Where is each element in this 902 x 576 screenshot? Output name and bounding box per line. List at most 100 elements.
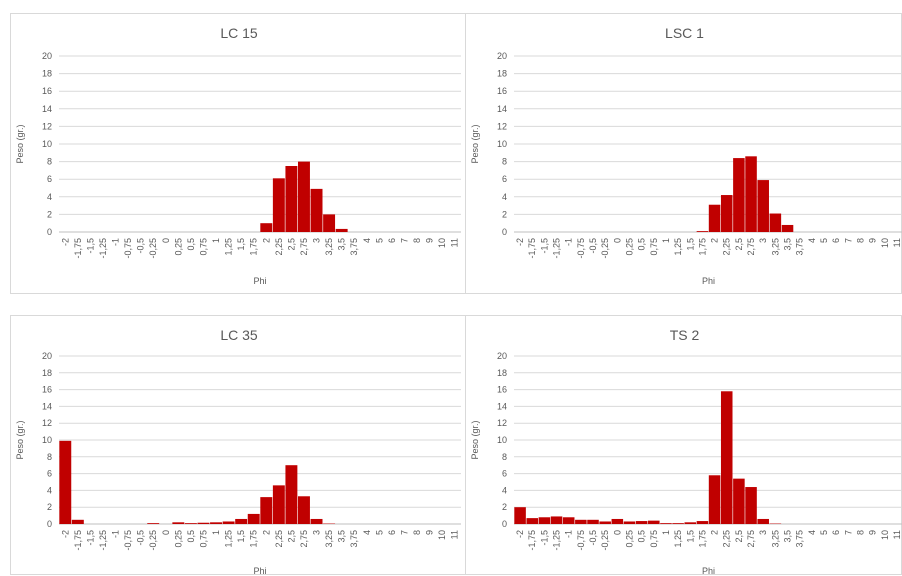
x-tick-label-lc35-2: -1,5 [85,530,95,546]
x-tick-label-lc15-15: 1,75 [249,238,259,256]
x-tick-label-ts2-14: 1,5 [685,530,695,543]
y-axis-label-lc15: Peso (gr.) [15,124,25,163]
bar-lsc1-16 [709,205,721,232]
x-tick-label-ts2-5: -0,75 [576,530,586,551]
bar-ts2-5 [575,520,587,524]
x-tick-label-ts2-20: 3 [758,530,768,535]
bar-ts2-12 [660,523,672,524]
bar-ts2-19 [745,487,757,524]
x-tick-label-lc15-23: 3,75 [349,238,359,256]
y-tick-label-lsc1-5: 10 [497,139,507,149]
x-tick-label-lsc1-3: -1,25 [552,238,562,259]
x-tick-label-ts2-4: -1 [564,530,574,538]
bar-lc35-7 [147,523,159,524]
x-tick-label-ts2-19: 2,75 [746,530,756,548]
y-tick-label-ts2-1: 2 [502,502,507,512]
y-tick-label-lc35-9: 18 [42,368,52,378]
x-tick-label-lsc1-26: 6 [831,238,841,243]
x-tick-label-ts2-1: -1,75 [527,530,537,551]
x-tick-label-lsc1-14: 1,5 [685,238,695,251]
x-tick-label-lc35-4: -1 [111,530,121,538]
y-tick-label-ts2-10: 20 [497,351,507,361]
bar-ts2-14 [684,522,696,524]
bar-lc35-12 [210,522,222,524]
x-tick-label-ts2-31: 11 [892,530,902,539]
bar-lc35-14 [235,519,247,524]
x-tick-label-lc35-29: 9 [425,530,435,535]
y-tick-label-lc35-3: 6 [47,469,52,479]
x-tick-label-lsc1-23: 3,75 [795,238,805,256]
bar-ts2-8 [612,519,624,524]
bar-lc35-19 [298,496,310,524]
x-tick-label-lc35-1: -1,75 [73,530,83,551]
x-tick-label-ts2-0: -2 [515,530,525,538]
x-tick-label-lc35-17: 2,25 [274,530,284,548]
x-tick-label-lsc1-27: 7 [843,238,853,243]
x-tick-label-lc15-20: 3 [312,238,322,243]
x-tick-label-lc15-24: 4 [362,238,372,243]
y-tick-label-lc35-2: 4 [47,485,52,495]
x-tick-label-ts2-8: 0 [612,530,622,535]
x-tick-label-lc15-27: 7 [399,238,409,243]
x-tick-label-ts2-26: 6 [831,530,841,535]
y-tick-label-ts2-8: 16 [497,385,507,395]
x-tick-label-lc35-31: 11 [450,530,460,539]
y-axis-label-lsc1: Peso (gr.) [470,124,480,163]
y-tick-label-lsc1-6: 12 [497,121,507,131]
y-tick-label-lc15-10: 20 [42,51,52,61]
y-tick-label-lc15-3: 6 [47,174,52,184]
bar-lc15-18 [285,166,297,232]
x-tick-label-lc35-13: 1,25 [224,530,234,548]
bar-lsc1-18 [733,158,745,232]
y-tick-label-lsc1-8: 16 [497,86,507,96]
y-tick-label-lsc1-1: 2 [502,209,507,219]
bar-ts2-6 [587,520,599,524]
bar-lc15-19 [298,162,310,232]
y-tick-label-lc35-5: 10 [42,435,52,445]
x-tick-label-lc35-10: 0,5 [186,530,196,543]
y-tick-label-ts2-5: 10 [497,435,507,445]
y-tick-label-lsc1-3: 6 [502,174,507,184]
bar-lc35-11 [198,523,210,524]
x-tick-label-lc35-12: 1 [211,530,221,535]
y-tick-label-ts2-9: 18 [497,368,507,378]
chart-title-lsc1: LSC 1 [665,25,704,41]
y-tick-label-ts2-4: 8 [502,452,507,462]
y-tick-label-lc15-0: 0 [47,227,52,237]
y-tick-label-lc15-4: 8 [47,157,52,167]
x-tick-label-ts2-15: 1,75 [697,530,707,548]
bar-lc35-0 [59,441,71,524]
x-tick-label-lc15-1: -1,75 [73,238,83,259]
x-tick-label-ts2-2: -1,5 [539,530,549,546]
x-tick-label-lsc1-7: -0,25 [600,238,610,259]
x-tick-label-lc15-9: 0,25 [173,238,183,256]
x-tick-label-lsc1-30: 10 [880,238,890,248]
y-tick-label-lc15-1: 2 [47,209,52,219]
y-tick-label-lc35-1: 2 [47,502,52,512]
x-tick-label-lc35-21: 3,25 [324,530,334,548]
y-tick-label-lsc1-9: 18 [497,69,507,79]
x-tick-label-lsc1-31: 11 [892,238,902,247]
x-tick-label-lsc1-22: 3,5 [783,238,793,251]
x-tick-label-lc15-2: -1,5 [85,238,95,254]
x-tick-label-ts2-27: 7 [843,530,853,535]
chart-svg-ts2: TS 202468101214161820-2-1,75-1,5-1,25-1-… [466,316,902,576]
x-tick-label-ts2-22: 3,5 [783,530,793,543]
x-tick-label-lc15-13: 1,25 [224,238,234,256]
x-tick-label-lsc1-8: 0 [612,238,622,243]
x-tick-label-ts2-3: -1,25 [552,530,562,551]
x-tick-label-lc35-7: -0,25 [148,530,158,551]
x-tick-label-lc15-0: -2 [60,238,70,246]
y-tick-label-lc15-6: 12 [42,121,52,131]
x-tick-label-lc35-5: -0,75 [123,530,133,551]
x-tick-label-lsc1-18: 2,5 [734,238,744,251]
bar-lsc1-21 [770,214,782,232]
bar-lc35-13 [223,521,235,524]
x-tick-label-lc15-22: 3,5 [337,238,347,251]
chart-title-lc15: LC 15 [220,25,258,41]
bar-ts2-10 [636,521,648,524]
y-tick-label-ts2-6: 12 [497,418,507,428]
y-tick-label-lc35-8: 16 [42,385,52,395]
